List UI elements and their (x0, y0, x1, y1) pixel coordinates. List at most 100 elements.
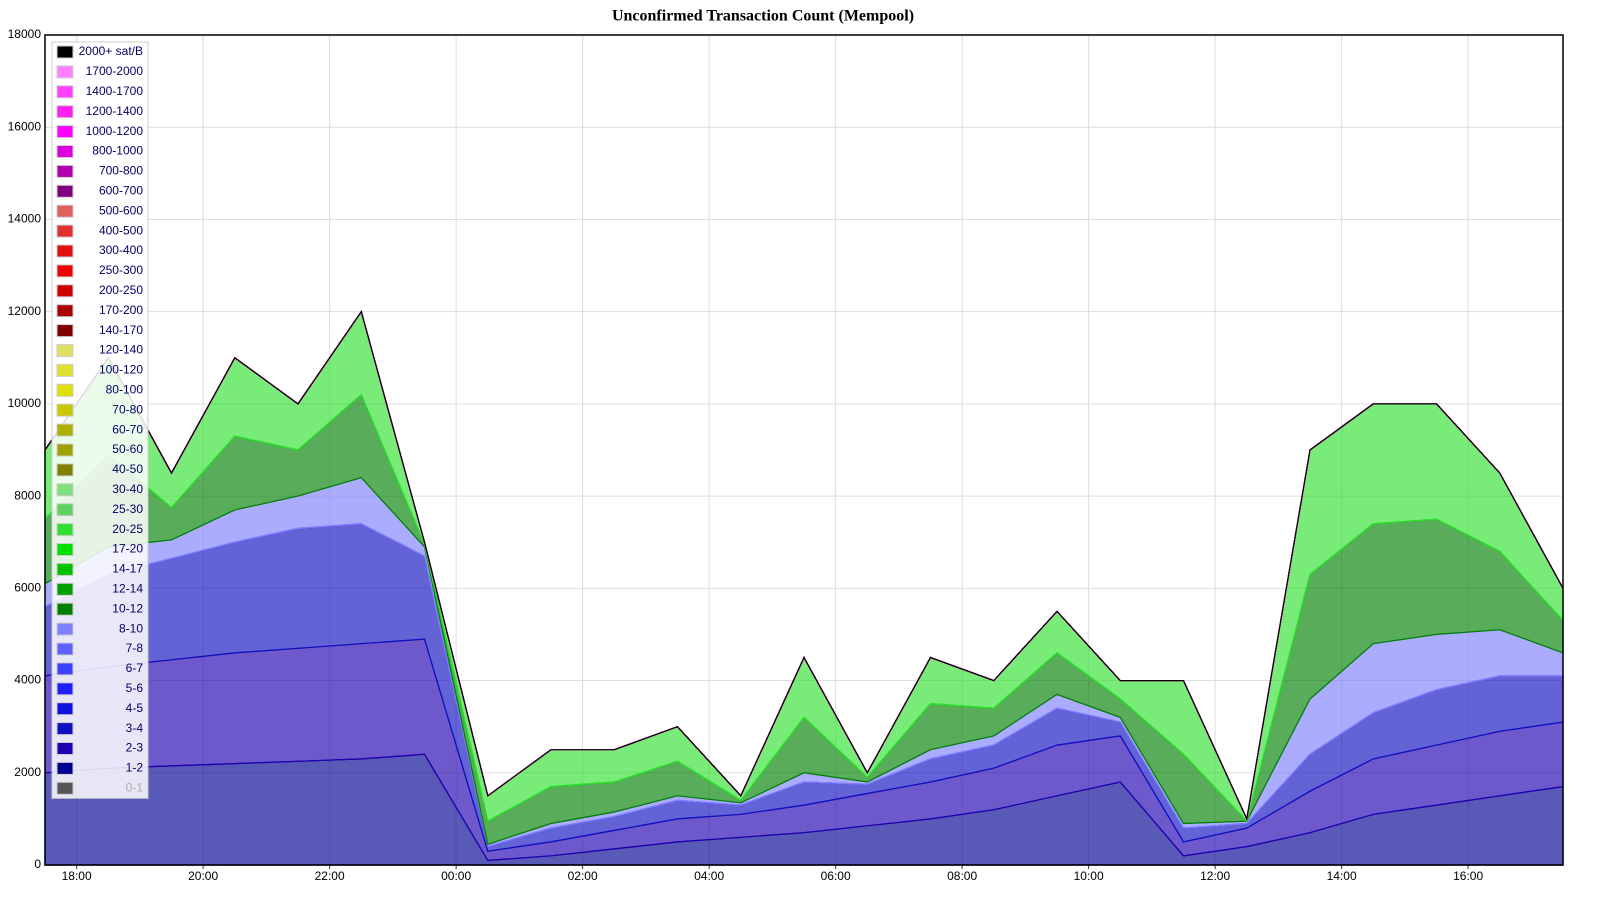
legend-swatch (56, 503, 74, 517)
legend-swatch (56, 125, 74, 139)
legend-label: 6-7 (126, 661, 144, 675)
legend-label: 300-400 (99, 243, 143, 257)
legend-label: 3-4 (126, 721, 144, 735)
y-tick-label: 10000 (8, 396, 42, 410)
legend-swatch (56, 543, 74, 556)
legend-label: 800-1000 (92, 144, 143, 158)
legend-swatch (56, 105, 74, 119)
legend-swatch (56, 642, 74, 656)
legend-label: 30-40 (112, 482, 143, 496)
y-tick-label: 18000 (8, 27, 42, 41)
y-tick-label: 2000 (14, 765, 41, 779)
legend-swatch (56, 403, 74, 417)
legend-label: 12-14 (112, 581, 143, 595)
legend-swatch (56, 324, 74, 338)
legend-swatch (56, 622, 74, 636)
y-tick-label: 6000 (14, 581, 41, 595)
legend-label: 7-8 (126, 641, 144, 655)
x-tick-label: 14:00 (1327, 869, 1357, 883)
x-tick-label: 16:00 (1453, 869, 1483, 883)
legend-swatch (56, 523, 74, 537)
legend-swatch (56, 443, 74, 457)
legend-swatch (56, 204, 74, 218)
legend-label: 700-800 (99, 164, 143, 178)
x-tick-label: 20:00 (188, 869, 218, 883)
legend-swatch (56, 164, 74, 178)
legend-swatch (56, 85, 74, 99)
legend-label: 1000-1200 (86, 124, 144, 138)
legend-swatch (56, 742, 74, 755)
y-tick-label: 0 (34, 857, 41, 871)
legend-swatch (56, 702, 74, 716)
legend-label: 20-25 (112, 522, 143, 536)
legend-label: 2000+ sat/B (79, 44, 143, 58)
legend-label: 70-80 (112, 402, 143, 416)
legend-swatch (56, 45, 74, 59)
legend-swatch (56, 224, 74, 238)
legend-swatch (56, 344, 74, 357)
x-tick-label: 12:00 (1200, 869, 1230, 883)
legend-label: 60-70 (112, 422, 143, 436)
legend-label: 8-10 (119, 621, 143, 635)
legend-swatch (56, 145, 74, 158)
x-tick-label: 22:00 (315, 869, 345, 883)
legend-label: 1400-1700 (86, 84, 144, 98)
legend-label: 170-200 (99, 303, 143, 317)
legend-swatch (56, 582, 74, 596)
legend-label: 80-100 (106, 382, 144, 396)
y-tick-label: 14000 (8, 212, 42, 226)
legend-swatch (56, 284, 74, 298)
legend-label: 140-170 (99, 323, 143, 337)
legend-label: 50-60 (112, 442, 143, 456)
legend-swatch (56, 463, 74, 477)
legend-label: 1700-2000 (86, 64, 144, 78)
legend-swatch (56, 383, 74, 397)
legend-label: 100-120 (99, 363, 143, 377)
y-tick-label: 8000 (14, 488, 41, 502)
legend-swatch (56, 781, 74, 795)
legend-label: 120-140 (99, 343, 143, 357)
legend-label: 1-2 (126, 761, 144, 775)
legend-label: 17-20 (112, 542, 143, 556)
legend-swatch (56, 304, 74, 318)
legend-label: 2-3 (126, 741, 144, 755)
plot-frame (44, 34, 1564, 866)
legend-label: 10-12 (112, 601, 143, 615)
legend-swatch (56, 483, 74, 497)
legend-swatch (56, 682, 74, 696)
legend-label: 40-50 (112, 462, 143, 476)
legend-swatch (56, 264, 74, 278)
legend-label: 4-5 (126, 701, 144, 715)
legend-swatch (56, 363, 74, 377)
y-tick-label: 12000 (8, 304, 42, 318)
x-tick-label: 18:00 (62, 869, 92, 883)
legend-label: 500-600 (99, 203, 143, 217)
legend-label: 600-700 (99, 183, 143, 197)
legend-label: 14-17 (112, 562, 143, 576)
legend-swatch (56, 244, 74, 258)
chart-title: Unconfirmed Transaction Count (Mempool) (612, 8, 914, 25)
legend-label: 250-300 (99, 263, 143, 277)
legend-swatch (56, 761, 74, 775)
legend-label: 400-500 (99, 223, 143, 237)
y-tick-label: 16000 (8, 119, 42, 133)
legend-swatch (56, 184, 74, 198)
legend-swatch (56, 562, 74, 576)
legend-label: 0-1 (126, 780, 144, 794)
x-tick-label: 00:00 (441, 869, 471, 883)
x-tick-label: 08:00 (947, 869, 977, 883)
x-tick-label: 02:00 (568, 869, 598, 883)
x-tick-label: 10:00 (1074, 869, 1104, 883)
legend-label: 5-6 (126, 681, 144, 695)
legend-swatch (56, 602, 74, 616)
legend-swatch (56, 722, 74, 736)
y-tick-label: 4000 (14, 673, 41, 687)
legend-label: 200-250 (99, 283, 143, 297)
legend-label: 1200-1400 (86, 104, 144, 118)
x-tick-label: 04:00 (694, 869, 724, 883)
legend-swatch (56, 423, 74, 437)
legend-label: 25-30 (112, 502, 143, 516)
legend-swatch (56, 65, 74, 79)
